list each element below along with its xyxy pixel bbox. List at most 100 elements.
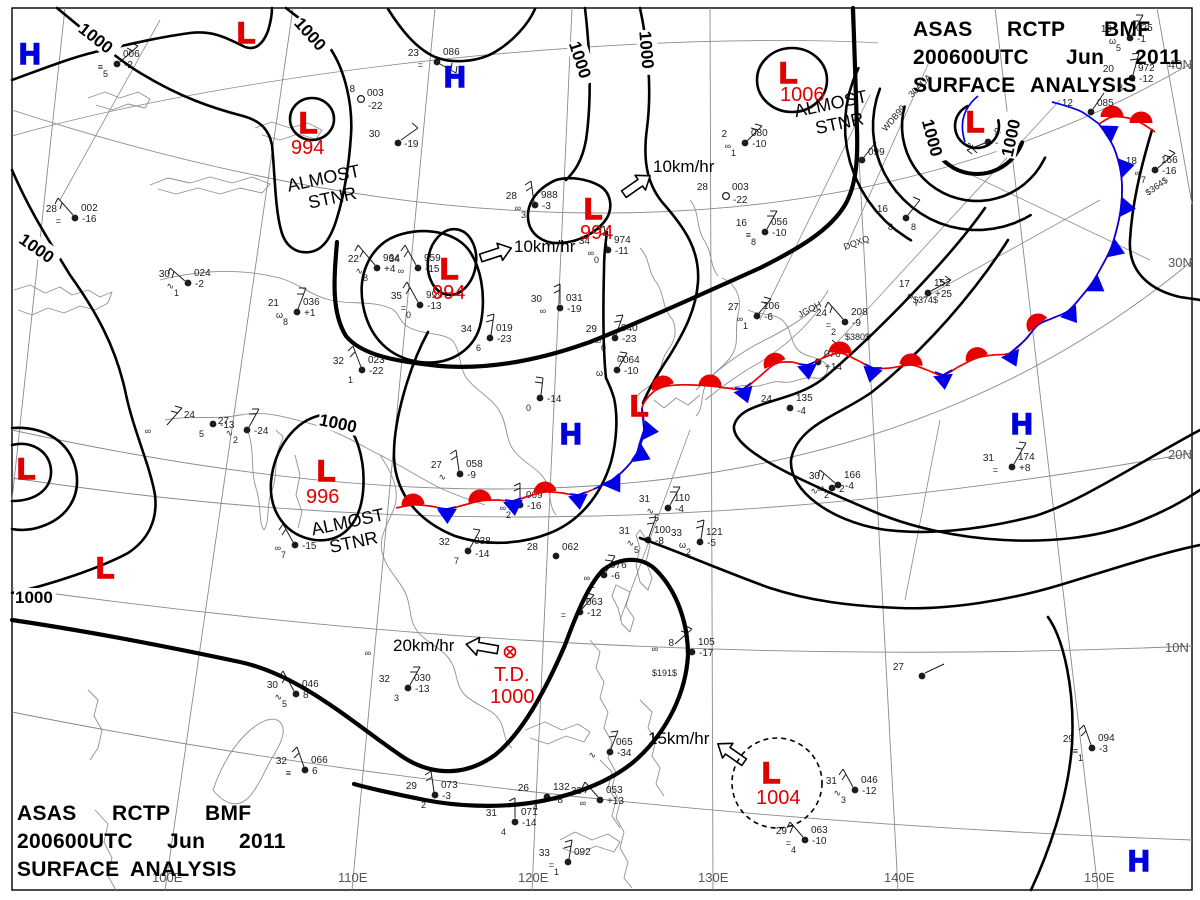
svg-text:-3: -3 — [1099, 744, 1108, 755]
svg-text:003: 003 — [367, 88, 384, 99]
svg-text:046: 046 — [302, 679, 319, 690]
svg-text:2: 2 — [421, 800, 426, 810]
svg-text:∞: ∞ — [500, 503, 506, 513]
svg-text:=: = — [826, 320, 831, 330]
svg-text:-13: -13 — [415, 684, 430, 695]
svg-text:046: 046 — [861, 775, 878, 786]
svg-text:-3: -3 — [442, 791, 451, 802]
svg-text:28: 28 — [46, 204, 58, 215]
svg-text:4: 4 — [791, 845, 796, 855]
svg-text:031: 031 — [566, 293, 583, 304]
svg-text:∞: ∞ — [275, 543, 281, 553]
svg-text:019: 019 — [496, 323, 513, 334]
svg-text:+1: +1 — [304, 308, 316, 319]
svg-text:-10: -10 — [812, 836, 827, 847]
svg-text:29: 29 — [1063, 734, 1075, 745]
svg-text:-23: -23 — [622, 334, 637, 345]
svg-text:064: 064 — [623, 355, 640, 366]
svg-text:994: 994 — [432, 282, 465, 304]
svg-text:H: H — [1128, 845, 1150, 878]
svg-text:-23: -23 — [497, 334, 512, 345]
svg-text:-16: -16 — [82, 214, 97, 225]
svg-text:069: 069 — [526, 490, 543, 501]
svg-text:076: 076 — [610, 560, 627, 571]
svg-text:7: 7 — [281, 550, 286, 560]
svg-text:=: = — [993, 465, 998, 475]
svg-text:ω: ω — [276, 310, 283, 320]
svg-text:∿: ∿ — [274, 692, 282, 702]
svg-text:=: = — [418, 60, 423, 70]
svg-text:10N: 10N — [1165, 640, 1189, 655]
svg-text:ω: ω — [1109, 36, 1116, 46]
svg-text:∞: ∞ — [145, 426, 151, 436]
svg-text:085: 085 — [1097, 98, 1114, 109]
svg-text:-14: -14 — [475, 549, 490, 560]
svg-text:30: 30 — [159, 269, 171, 280]
svg-text:-6: -6 — [611, 571, 620, 582]
svg-text:∿: ∿ — [225, 428, 233, 438]
svg-text:32: 32 — [276, 756, 288, 767]
svg-text:-12: -12 — [1139, 74, 1154, 85]
svg-text:105: 105 — [698, 637, 715, 648]
svg-text:959: 959 — [424, 253, 441, 264]
svg-text:∞: ∞ — [652, 644, 658, 654]
svg-text:996: 996 — [306, 486, 339, 508]
svg-text:994: 994 — [291, 137, 324, 159]
svg-text:-8: -8 — [655, 536, 664, 547]
svg-text:1004: 1004 — [756, 787, 801, 809]
svg-text:32: 32 — [333, 356, 345, 367]
svg-text:-10: -10 — [772, 228, 787, 239]
svg-text:135: 135 — [796, 393, 813, 404]
svg-text:∞: ∞ — [580, 798, 586, 808]
svg-text:-14: -14 — [547, 394, 562, 405]
svg-text:6: 6 — [476, 343, 481, 353]
svg-text:34: 34 — [461, 324, 473, 335]
svg-text:8: 8 — [283, 317, 288, 327]
svg-text:063: 063 — [811, 825, 828, 836]
svg-text:999: 999 — [426, 290, 443, 301]
svg-text:030: 030 — [414, 673, 431, 684]
svg-text:1: 1 — [348, 375, 353, 385]
svg-text:L: L — [584, 193, 602, 226]
svg-text:006: 006 — [123, 49, 140, 60]
svg-text:∞: ∞ — [588, 248, 594, 258]
svg-text:19: 19 — [1101, 24, 1113, 35]
svg-text:BMF: BMF — [1104, 18, 1150, 41]
svg-text:106: 106 — [763, 301, 780, 312]
svg-text:ANALYSIS: ANALYSIS — [1030, 74, 1137, 97]
svg-text:-10: -10 — [752, 139, 767, 150]
svg-text:003: 003 — [732, 182, 749, 193]
svg-text:1000: 1000 — [15, 588, 53, 607]
svg-text:22: 22 — [348, 254, 360, 265]
svg-text:-22: -22 — [368, 101, 383, 112]
svg-text:2: 2 — [686, 547, 691, 557]
svg-text:110: 110 — [674, 493, 690, 504]
svg-text:26: 26 — [518, 783, 530, 794]
svg-text:080: 080 — [751, 128, 768, 139]
svg-text:24: 24 — [184, 410, 196, 421]
svg-text:∿: ∿ — [833, 788, 841, 798]
svg-text:1000: 1000 — [635, 30, 657, 69]
svg-text:33: 33 — [671, 528, 683, 539]
svg-text:ω: ω — [617, 354, 624, 364]
svg-text:1: 1 — [174, 288, 179, 298]
svg-text:≡: ≡ — [98, 62, 103, 72]
svg-text:∿: ∿ — [166, 281, 174, 291]
svg-text:29: 29 — [776, 826, 788, 837]
svg-text:20N: 20N — [1168, 447, 1192, 462]
svg-text:8: 8 — [1118, 83, 1123, 93]
svg-text:1006: 1006 — [780, 84, 825, 106]
svg-text:2: 2 — [839, 484, 845, 495]
svg-text:152: 152 — [934, 278, 951, 289]
svg-text:L: L — [17, 453, 35, 486]
svg-text:≡: ≡ — [746, 230, 751, 240]
svg-text:∞: ∞ — [515, 203, 521, 213]
svg-text:∞: ∞ — [1135, 168, 1141, 178]
svg-text:$374$: $374$ — [913, 295, 938, 305]
svg-text:12: 12 — [1062, 98, 1074, 109]
svg-text:062: 062 — [562, 542, 579, 553]
svg-text:34: 34 — [389, 254, 401, 265]
svg-text:166: 166 — [1161, 155, 1178, 166]
svg-text:-13: -13 — [220, 420, 235, 431]
svg-text:100: 100 — [654, 525, 671, 536]
